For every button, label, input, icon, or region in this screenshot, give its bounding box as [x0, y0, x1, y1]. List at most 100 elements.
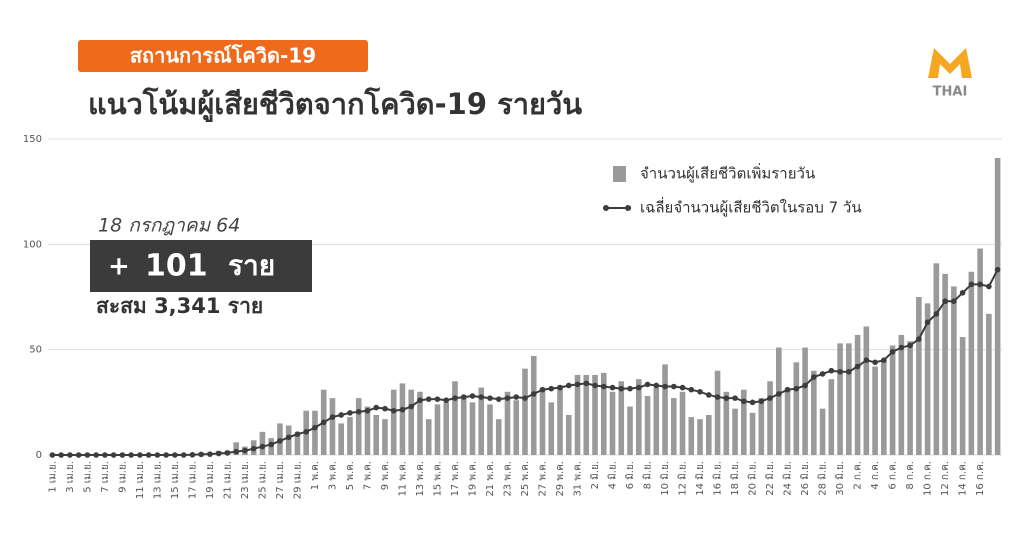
x-tick-label: 25 พ.ค. [520, 461, 531, 497]
x-tick-label: 29 เม.ย. [292, 461, 303, 499]
average-point [942, 298, 948, 305]
bar [417, 391, 423, 455]
x-tick-label: 14 มิ.ย. [695, 461, 706, 496]
bar [408, 389, 415, 455]
bar [705, 414, 712, 455]
bar [986, 313, 992, 455]
average-point [741, 398, 747, 405]
y-tick-label: 0 [36, 450, 42, 461]
average-point [548, 385, 555, 392]
average-point [364, 407, 371, 414]
average-point [207, 451, 213, 457]
bar [382, 419, 388, 455]
x-tick-label: 3 เม.ย. [65, 461, 76, 493]
y-tick-label: 150 [23, 134, 42, 145]
bar [942, 273, 948, 455]
x-tick-label: 19 พ.ค. [467, 461, 478, 497]
average-point [58, 452, 64, 458]
average-point [355, 409, 362, 415]
average-point [294, 431, 301, 437]
average-point [513, 394, 520, 400]
bar [530, 355, 537, 455]
x-tick-label: 2 มิ.ย. [590, 461, 601, 489]
bar [609, 391, 616, 455]
x-tick-label: 25 เม.ย. [257, 461, 268, 499]
average-point [180, 452, 187, 458]
bar [390, 389, 397, 455]
bar [933, 263, 940, 455]
average-point [425, 396, 432, 402]
average-point [837, 368, 843, 375]
bar [364, 406, 371, 455]
average-point [811, 374, 817, 380]
x-tick-label: 6 มิ.ย. [625, 461, 636, 489]
bar [714, 370, 721, 455]
average-point [802, 382, 808, 389]
average-point [951, 298, 957, 305]
average-point [679, 384, 686, 391]
bar [548, 402, 555, 455]
bar [723, 391, 730, 455]
average-point [373, 404, 380, 411]
average-point [277, 438, 283, 444]
bar [977, 248, 983, 455]
x-tick-label: 8 มิ.ย. [643, 461, 654, 489]
average-point [916, 336, 922, 342]
bar [802, 347, 808, 455]
average-point [924, 319, 931, 326]
average-point [627, 385, 633, 392]
bar [627, 406, 633, 455]
bar [784, 389, 791, 455]
x-tick-label: 4 มิ.ย. [608, 461, 619, 489]
x-tick-label: 13 เม.ย. [152, 461, 163, 499]
average-point [469, 393, 476, 399]
bar [776, 347, 782, 455]
bar [653, 387, 660, 455]
legend-dot [625, 205, 631, 211]
bar [618, 381, 625, 455]
average-point [819, 371, 826, 377]
bar [767, 381, 773, 455]
x-tick-label: 31 พ.ค. [573, 461, 584, 497]
average-point [592, 382, 598, 389]
bar [574, 374, 581, 455]
x-tick-label: 7 เม.ย. [100, 461, 111, 493]
average-point [863, 357, 870, 364]
x-tick-label: 4 ก.ค. [870, 461, 881, 490]
bar [662, 364, 668, 455]
bar [749, 412, 756, 455]
bar [443, 402, 450, 455]
average-point [49, 452, 56, 458]
x-tick-label: 12 ก.ค. [940, 461, 951, 496]
legend-label: จำนวนผู้เสียชีวิตเพิ่มรายวัน [640, 163, 815, 183]
average-point [749, 399, 756, 406]
average-point [968, 281, 975, 288]
bar [452, 381, 458, 455]
bar [347, 417, 353, 455]
x-tick-label: 28 มิ.ย. [818, 461, 829, 496]
average-point [102, 452, 108, 458]
x-tick-label: 1 พ.ค. [310, 461, 321, 490]
bar [819, 408, 826, 455]
average-point [434, 396, 441, 402]
bar [583, 374, 590, 455]
bar [460, 398, 467, 455]
average-point [145, 452, 152, 458]
bar [889, 345, 896, 455]
average-point [758, 398, 765, 405]
average-point [994, 266, 1001, 273]
x-tick-label: 16 ก.ค. [975, 461, 986, 496]
legend-label: เฉลี่ยจำนวนผู้เสียชีวิตในรอบ 7 วัน [640, 197, 862, 217]
x-tick-label: 27 พ.ค. [538, 461, 549, 497]
average-point [137, 452, 143, 458]
average-point [609, 384, 616, 391]
x-tick-label: 10 มิ.ย. [660, 461, 671, 496]
average-point [259, 443, 266, 450]
tag-box [78, 40, 368, 72]
bar [758, 398, 765, 455]
bar [732, 408, 738, 455]
legend-dot [603, 205, 609, 211]
average-point [504, 395, 511, 401]
logo-mark [928, 48, 972, 78]
